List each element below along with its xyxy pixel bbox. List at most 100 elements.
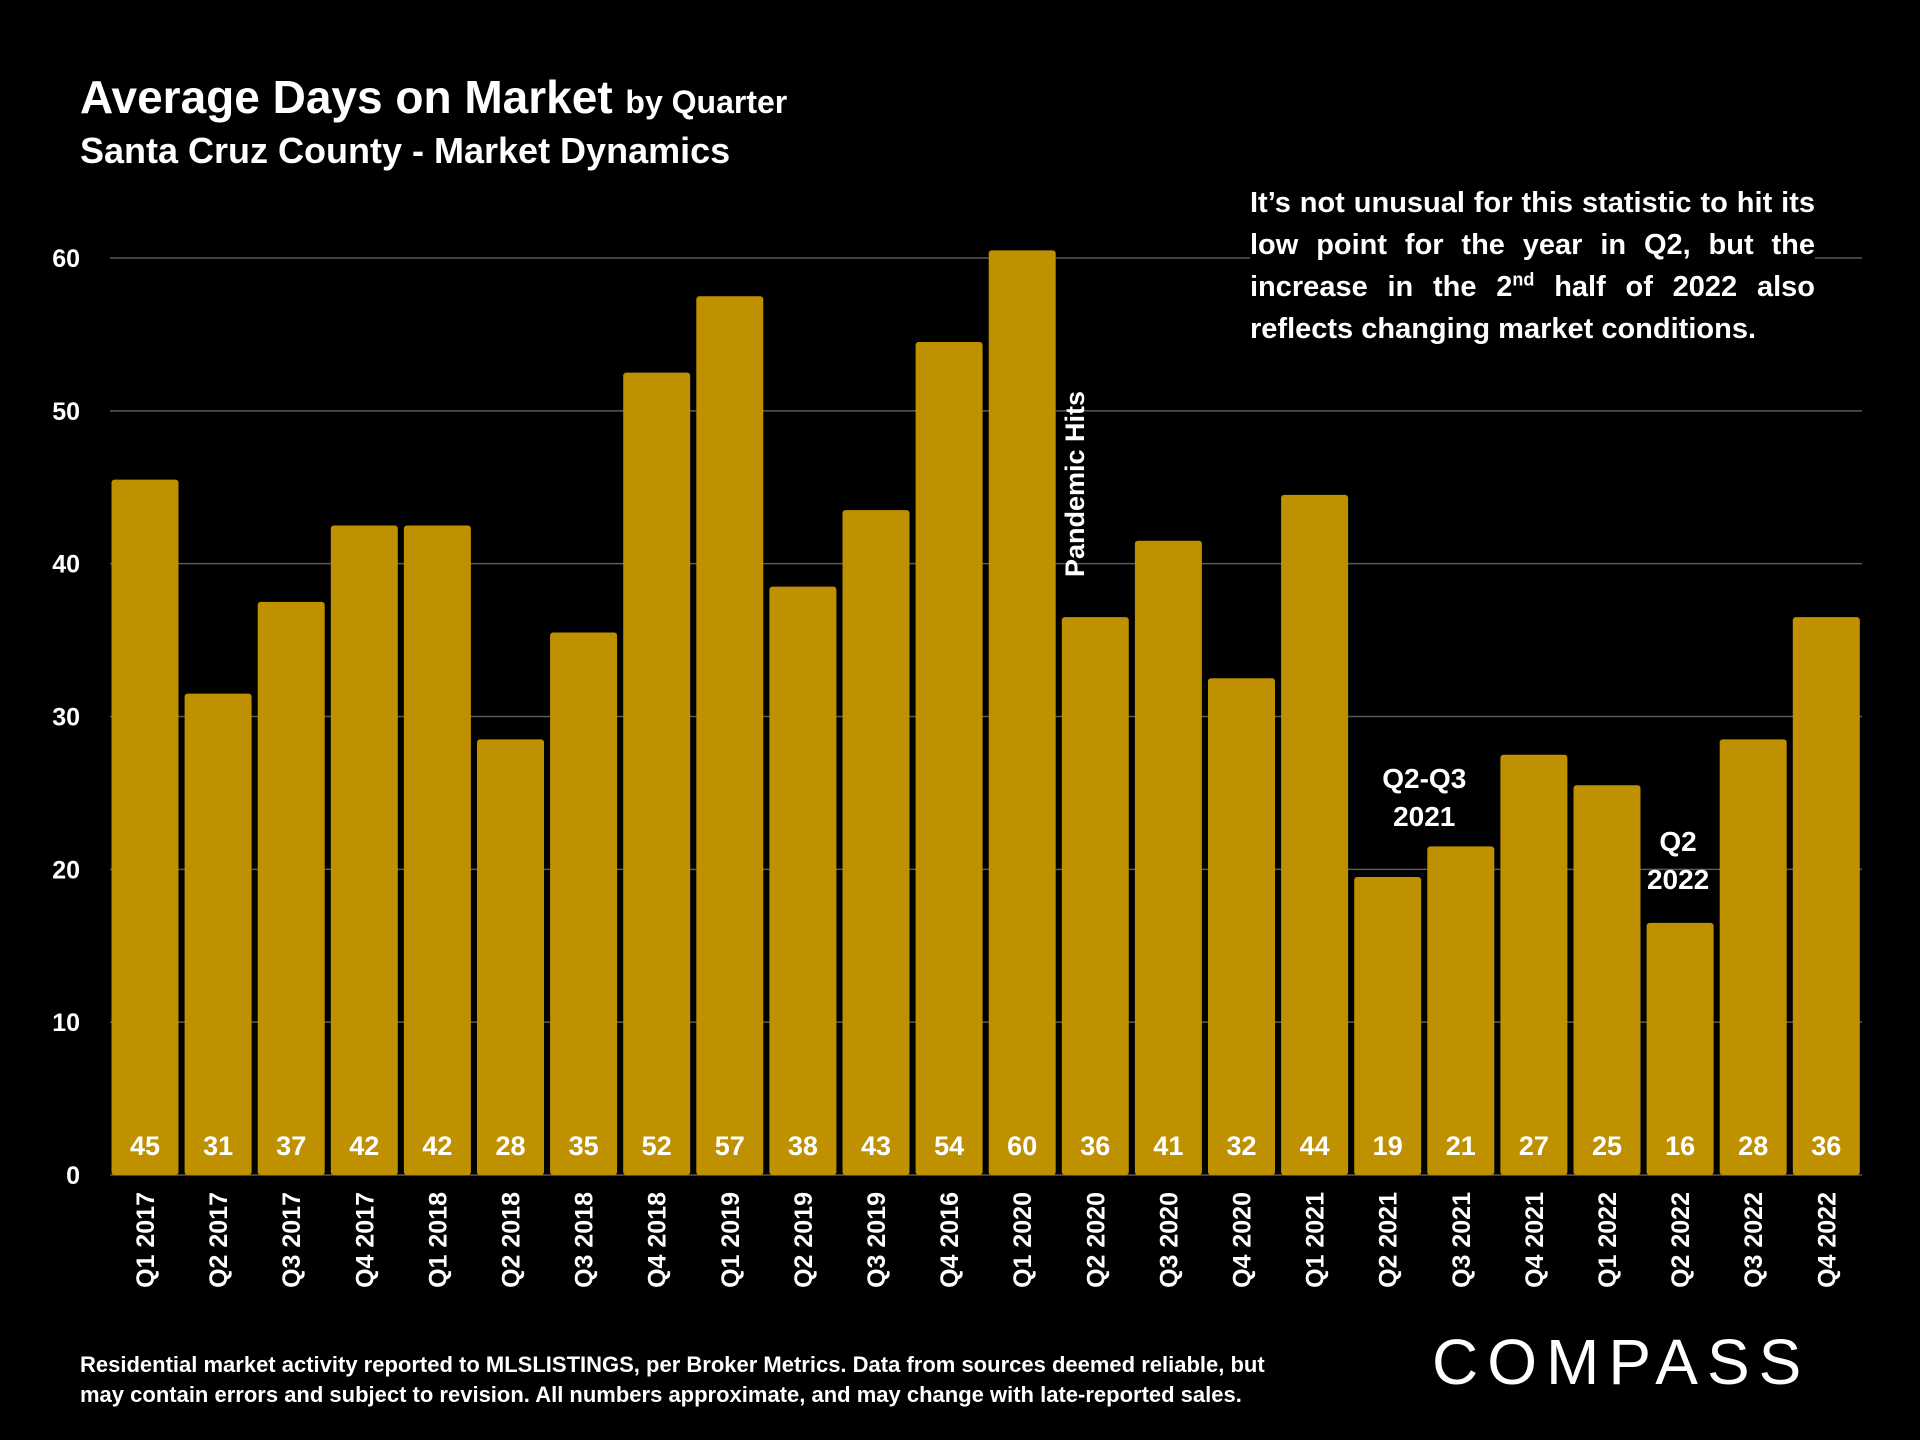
compass-logo: COMPASS (1432, 1326, 1811, 1398)
annotation-q2-q3-2021-year: 2021 (1393, 801, 1455, 832)
bar (257, 601, 325, 1175)
x-tick-label: Q2 2022 (1667, 1192, 1695, 1288)
source-footnote: Residential market activity reported to … (80, 1350, 1380, 1410)
bar-value-label: 28 (1738, 1131, 1768, 1161)
bar-value-label: 45 (130, 1131, 160, 1161)
bar-value-label: 60 (1007, 1131, 1037, 1161)
bar-value-label: 37 (276, 1131, 306, 1161)
bar (477, 739, 544, 1175)
bar (111, 479, 179, 1175)
annotation-q2-q3-2021: Q2-Q3 (1382, 763, 1466, 794)
footnote-line-1: Residential market activity reported to … (80, 1352, 1265, 1377)
bar (550, 632, 618, 1175)
note-text-part2: half of 2022 also reflects changing mark… (1250, 271, 1815, 345)
commentary-note: It’s not unusual for this statistic to h… (1250, 182, 1815, 354)
x-tick-label: Q3 2021 (1448, 1192, 1476, 1288)
bar (988, 250, 1056, 1175)
bar (1427, 846, 1495, 1175)
bar-value-label: 31 (203, 1131, 233, 1161)
bar-value-label: 32 (1226, 1131, 1256, 1161)
y-tick-label: 0 (66, 1162, 80, 1190)
x-tick-label: Q3 2019 (863, 1192, 891, 1288)
bar (696, 296, 764, 1175)
x-tick-label: Q2 2018 (498, 1192, 526, 1288)
bar-value-label: 54 (934, 1131, 964, 1161)
bar (1061, 617, 1129, 1175)
bar-value-label: 52 (642, 1131, 672, 1161)
bar (1646, 922, 1714, 1175)
bar-value-label: 41 (1153, 1131, 1183, 1161)
bar (403, 525, 471, 1175)
bar (1500, 754, 1568, 1175)
bar (915, 342, 983, 1175)
x-tick-label: Q2 2020 (1082, 1192, 1110, 1288)
x-tick-label: Q2 2017 (205, 1192, 233, 1288)
y-tick-label: 20 (52, 856, 80, 884)
chart-subtitle: Santa Cruz County - Market Dynamics (80, 130, 731, 171)
bar-value-label: 43 (861, 1131, 891, 1161)
bar (1719, 739, 1787, 1175)
chart-title-main: Average Days on Market (80, 71, 613, 123)
bar-value-label: 36 (1811, 1131, 1841, 1161)
x-tick-label: Q3 2017 (278, 1192, 306, 1288)
bar (1134, 540, 1202, 1175)
annotation-q2-2022: Q2 (1659, 826, 1696, 857)
bar-value-label: 25 (1592, 1131, 1622, 1161)
bar-value-label: 16 (1665, 1131, 1695, 1161)
bar (1792, 617, 1860, 1175)
x-tick-label: Q1 2019 (717, 1192, 745, 1288)
bar-value-label: 57 (715, 1131, 745, 1161)
annotation-q2-2022-year: 2022 (1647, 864, 1709, 895)
bar-value-label: 27 (1519, 1131, 1549, 1161)
x-tick-label: Q4 2017 (351, 1192, 379, 1288)
bar (842, 510, 910, 1175)
x-tick-label: Q1 2022 (1594, 1192, 1622, 1288)
x-tick-label: Q3 2020 (1155, 1192, 1183, 1288)
x-tick-label: Q1 2017 (132, 1192, 160, 1288)
bar-value-label: 35 (569, 1131, 599, 1161)
bar (769, 586, 837, 1175)
y-tick-label: 60 (52, 245, 80, 273)
x-tick-label: Q2 2021 (1375, 1192, 1403, 1288)
y-axis-ticks: 0 10 20 30 40 50 60 (52, 245, 80, 1190)
bar-value-label: 44 (1300, 1131, 1330, 1161)
bars (111, 250, 1860, 1175)
bar-value-label: 42 (349, 1131, 379, 1161)
bar-value-label: 28 (495, 1131, 525, 1161)
annotations: Pandemic Hits Q2-Q3 2021 Q2 2022 (1060, 391, 1709, 895)
bar-value-label: 21 (1446, 1131, 1476, 1161)
x-tick-label: Q4 2021 (1521, 1192, 1549, 1288)
bar (1208, 678, 1275, 1175)
x-tick-label: Q1 2018 (424, 1192, 452, 1288)
note-text-part1: It’s not unusual for this statistic to h… (1250, 187, 1815, 303)
chart-title-suffix: by Quarter (625, 84, 788, 120)
x-tick-label: Q2 2019 (790, 1192, 818, 1288)
bar-value-label: 19 (1373, 1131, 1403, 1161)
annotation-pandemic-hits: Pandemic Hits (1060, 391, 1090, 577)
bar (1354, 876, 1422, 1175)
chart-title: Average Days on Market by Quarter (80, 72, 787, 123)
bar (1281, 494, 1349, 1175)
y-tick-label: 50 (52, 398, 80, 426)
x-tick-label: Q1 2021 (1302, 1192, 1330, 1288)
x-tick-label: Q4 2016 (936, 1192, 964, 1288)
x-tick-label: Q4 2022 (1813, 1192, 1841, 1288)
x-tick-label: Q3 2022 (1740, 1192, 1768, 1288)
bar-value-label: 42 (422, 1131, 452, 1161)
y-tick-label: 40 (52, 551, 80, 579)
x-tick-label: Q1 2020 (1009, 1192, 1037, 1288)
x-tick-label: Q3 2018 (571, 1192, 599, 1288)
y-tick-label: 30 (52, 704, 80, 732)
y-tick-label: 10 (52, 1009, 80, 1037)
x-tick-label: Q4 2020 (1229, 1192, 1257, 1288)
bar (623, 372, 691, 1175)
note-superscript: nd (1512, 269, 1535, 290)
bar (330, 525, 398, 1175)
bar-value-label: 36 (1080, 1131, 1110, 1161)
footnote-line-2: may contain errors and subject to revisi… (80, 1382, 1242, 1407)
data-labels: 45 31 37 42 42 28 35 52 57 38 43 54 60 36 41 32 44 19 21 27… (130, 1131, 1841, 1161)
x-axis-ticks: Q1 2017 Q2 2017 Q3 2017 Q4 2017 Q1 2018 Q2 20… (132, 1192, 1841, 1288)
bar (184, 693, 252, 1175)
bar (1573, 785, 1641, 1175)
